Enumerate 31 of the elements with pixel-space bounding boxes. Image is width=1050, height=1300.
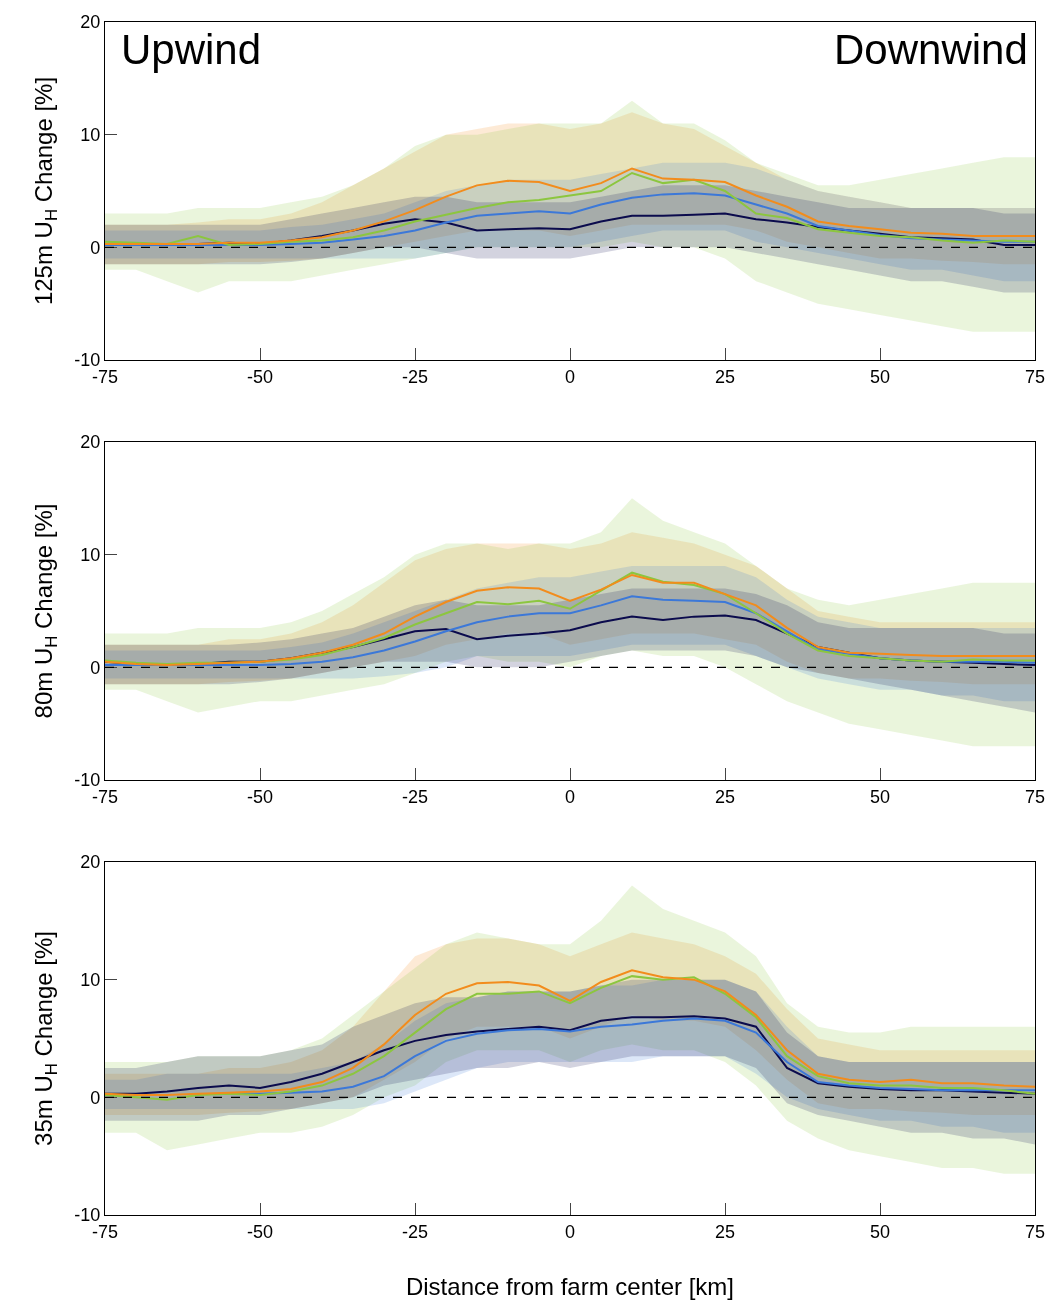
y-tick-label: 10 — [80, 544, 101, 565]
y-tick-label: 0 — [90, 237, 101, 258]
y-tick-label: 0 — [90, 657, 101, 678]
x-tick-label: 75 — [1024, 786, 1046, 807]
x-tick-label: -50 — [246, 366, 274, 387]
y-tick-label: 10 — [80, 124, 101, 145]
y-tick-label: 20 — [80, 432, 101, 453]
y-tick-label: 20 — [80, 12, 101, 33]
x-tick-label: 0 — [564, 366, 576, 387]
x-tick-label: -25 — [401, 786, 429, 807]
line-series — [105, 595, 1035, 667]
x-tick-label: 50 — [869, 366, 891, 387]
x-tick-label: 75 — [1024, 366, 1046, 387]
x-tick-label: -50 — [246, 1221, 274, 1242]
x-tick-label: 25 — [714, 366, 736, 387]
x-tick-label: -50 — [246, 786, 274, 807]
y-tick-label: 0 — [90, 1087, 101, 1108]
x-tick-label: -25 — [401, 366, 429, 387]
x-tick-label: 50 — [869, 786, 891, 807]
x-tick-label: -25 — [401, 1221, 429, 1242]
y-tick-label: 10 — [80, 969, 101, 990]
x-tick-label: 0 — [564, 786, 576, 807]
x-tick-label: 25 — [714, 1221, 736, 1242]
x-tick-label: 75 — [1024, 1221, 1046, 1242]
x-axis-title: Distance from farm center [km] — [405, 1273, 735, 1300]
x-tick-label: 25 — [714, 786, 736, 807]
y-tick-label: 20 — [80, 852, 101, 873]
x-tick-label: 50 — [869, 1221, 891, 1242]
x-tick-label: 0 — [564, 1221, 576, 1242]
annotation: Downwind — [834, 26, 1028, 73]
annotation: Upwind — [121, 26, 262, 73]
